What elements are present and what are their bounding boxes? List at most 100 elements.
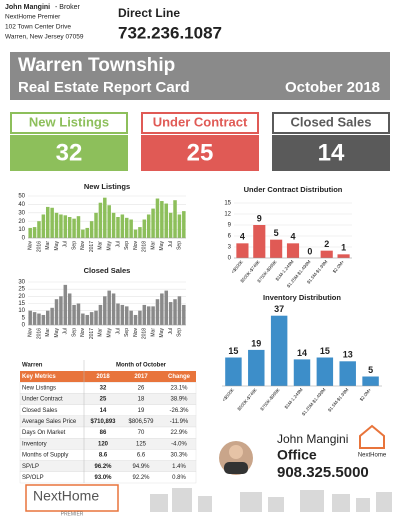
bar — [59, 296, 63, 325]
bar — [293, 359, 311, 386]
x-tick-label: Nov — [133, 241, 139, 250]
bar — [89, 312, 94, 325]
y-tick-label: 0 — [228, 256, 232, 262]
bar — [146, 214, 151, 238]
data-label: 15 — [320, 346, 330, 356]
x-tick-label: 2017 — [89, 241, 95, 252]
agent-logo: NextHome — [358, 453, 387, 459]
x-tick-label: Jul — [168, 241, 174, 247]
table-cell: 86 — [100, 430, 107, 436]
x-tick-label: Nov — [28, 328, 34, 337]
table-cell: 0.8% — [172, 475, 186, 481]
banner-title: Warren Township — [18, 55, 175, 76]
chart-title: Closed Sales — [84, 266, 131, 275]
x-tick-label: $500K-$749K — [236, 387, 258, 411]
bar — [76, 216, 81, 238]
y-tick-label: 0 — [22, 236, 26, 242]
data-label: 19 — [251, 338, 261, 348]
x-tick-label: <$500K — [230, 259, 244, 274]
kpi-value-box — [10, 135, 128, 171]
x-tick-label: May — [159, 328, 165, 338]
x-tick-label: Jul — [168, 328, 174, 334]
banner — [10, 52, 390, 100]
x-tick-label: Sep — [71, 241, 77, 250]
table-cell: Closed Sales — [22, 408, 57, 414]
bar — [155, 299, 160, 325]
bar — [124, 306, 129, 325]
agent-name: John Mangini — [5, 4, 50, 11]
chart-title: New Listings — [84, 182, 130, 191]
x-tick-label: Jul — [115, 328, 121, 334]
bar — [339, 361, 356, 386]
x-tick-label: Nov — [80, 328, 86, 337]
y-tick-label: 15 — [224, 201, 231, 207]
agent-role: - Broker — [55, 4, 81, 11]
bar — [164, 203, 169, 238]
data-label: 14 — [297, 348, 307, 358]
bar — [270, 239, 283, 258]
bar — [155, 198, 160, 238]
bar — [41, 214, 46, 238]
bar — [236, 243, 249, 258]
bar — [116, 217, 120, 238]
chart-title: Inventory Distribution — [263, 293, 341, 302]
data-label: 4 — [290, 232, 295, 242]
table-column-header: Key Metrics — [22, 374, 56, 380]
x-tick-label: Mar — [150, 328, 156, 337]
table-cell: 14 — [100, 408, 107, 414]
bar — [45, 206, 50, 238]
table-row — [19, 471, 197, 484]
city: Warren, New Jersey 07059 — [5, 34, 84, 41]
y-tick-label: 5 — [22, 315, 26, 321]
table-cell: Inventory — [22, 441, 47, 447]
data-label: 2 — [324, 239, 329, 249]
table-cell: Under Contract — [22, 397, 63, 403]
table-cell: 6.6 — [137, 453, 146, 459]
data-label: 1 — [341, 243, 346, 253]
table-cell: 70 — [138, 430, 145, 436]
bar — [182, 211, 186, 238]
kpi-value: 25 — [187, 139, 214, 166]
x-tick-label: Sep — [177, 328, 183, 337]
kpi-value-box — [141, 135, 259, 171]
y-tick-label: 50 — [18, 194, 25, 200]
bar — [54, 299, 59, 325]
x-tick-label: Mar — [45, 241, 51, 250]
bar — [316, 357, 334, 386]
bar — [116, 303, 120, 325]
table-cell: 30.3% — [170, 453, 188, 459]
kpi-label: New Listings — [29, 114, 109, 129]
bar — [45, 310, 50, 325]
bar — [32, 312, 37, 325]
table-cell: 23.1% — [170, 385, 188, 391]
table-cell: SP/OLP — [22, 475, 44, 481]
bar — [89, 221, 94, 238]
y-tick-label: 20 — [18, 219, 25, 225]
bar — [28, 310, 32, 325]
x-tick-label: 2016 — [36, 241, 42, 252]
y-tick-label: 20 — [18, 294, 25, 300]
x-tick-label: Mar — [98, 241, 104, 250]
kpi-label-box — [141, 112, 259, 134]
x-tick-label: 2018 — [142, 241, 148, 252]
table-column-header: 2017 — [134, 374, 148, 380]
footer-logo: NextHome — [33, 488, 99, 504]
x-tick-label: Jul — [63, 241, 69, 247]
x-tick-label: May — [107, 241, 113, 251]
bar — [41, 314, 46, 325]
data-label: 5 — [274, 228, 279, 238]
data-label: 9 — [257, 213, 262, 223]
bar — [103, 197, 107, 238]
skyline — [150, 488, 392, 512]
x-tick-label: 2016 — [36, 328, 42, 339]
x-tick-label: Mar — [98, 328, 104, 337]
kpi-label-box — [10, 112, 128, 134]
chart-title: Under Contract Distribution — [244, 185, 343, 194]
y-tick-label: 3 — [228, 245, 232, 251]
bar — [63, 215, 68, 238]
bar — [142, 219, 147, 238]
y-tick-label: 10 — [18, 308, 25, 314]
street: 102 Town Center Drive — [5, 24, 71, 31]
table-cell: 125 — [136, 441, 147, 447]
